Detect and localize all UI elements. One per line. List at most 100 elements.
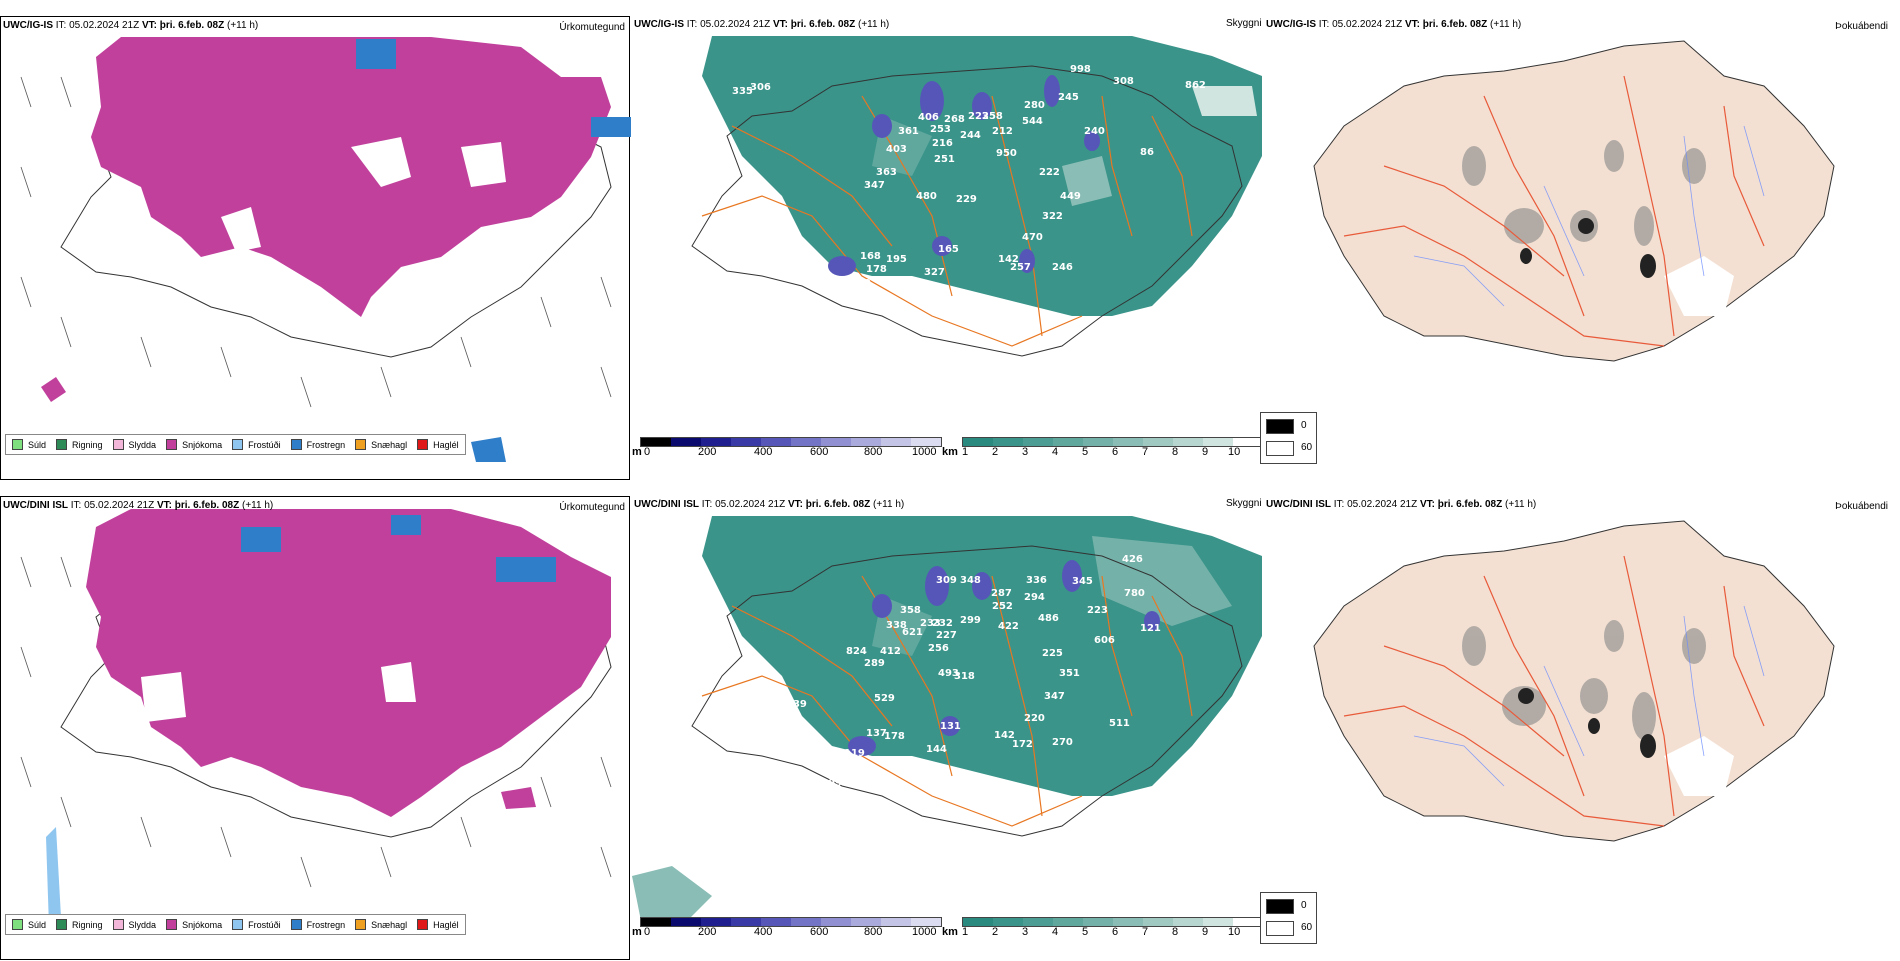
cbar-swatch bbox=[701, 918, 731, 926]
svg-text:253: 253 bbox=[930, 124, 951, 135]
svg-text:86: 86 bbox=[1140, 147, 1154, 158]
svg-text:178: 178 bbox=[866, 264, 887, 275]
legend-item: Snjókoma bbox=[166, 919, 222, 930]
cbar-swatch bbox=[641, 438, 671, 446]
cbar-swatch bbox=[1173, 918, 1203, 926]
cbar-swatch bbox=[761, 438, 791, 446]
svg-text:347: 347 bbox=[1044, 691, 1065, 702]
svg-text:244: 244 bbox=[960, 130, 981, 141]
cbar-swatch bbox=[641, 918, 671, 926]
svg-text:294: 294 bbox=[1024, 592, 1045, 603]
cbar-swatch bbox=[1233, 438, 1263, 446]
svg-text:539: 539 bbox=[786, 699, 807, 710]
precip-type-map-top bbox=[20, 37, 631, 462]
fog-label-bottom: Þokuábendi bbox=[1835, 501, 1888, 512]
svg-text:268: 268 bbox=[944, 114, 965, 125]
svg-text:287: 287 bbox=[991, 588, 1012, 599]
svg-text:240: 240 bbox=[1084, 126, 1105, 137]
cbar-swatch bbox=[911, 438, 941, 446]
cbar-swatch bbox=[881, 918, 911, 926]
svg-text:529: 529 bbox=[874, 693, 895, 704]
svg-text:327: 327 bbox=[924, 267, 945, 278]
cbar-swatch bbox=[671, 918, 701, 926]
svg-text:233: 233 bbox=[920, 618, 941, 629]
fog-key-swatch-high bbox=[1266, 419, 1294, 434]
svg-text:144: 144 bbox=[926, 744, 947, 755]
cbar-swatch bbox=[851, 438, 881, 446]
visibility-title-top: UWC/IG-IS IT: 05.02.2024 21Z VT: þri. 6.… bbox=[634, 19, 890, 30]
cbar-swatch bbox=[1173, 438, 1203, 446]
visibility-map-top: 335 306 998 308 862 406 268 361 253 223 … bbox=[691, 36, 1262, 357]
fog-key-top: 0 60 bbox=[1260, 412, 1317, 464]
svg-text:335: 335 bbox=[732, 86, 753, 97]
svg-text:222: 222 bbox=[1039, 167, 1060, 178]
svg-text:345: 345 bbox=[1072, 576, 1093, 587]
cbar-swatch bbox=[1113, 438, 1143, 446]
legend-item: Frostúði bbox=[232, 919, 281, 930]
svg-text:336: 336 bbox=[1026, 575, 1047, 586]
legend-item: Slydda bbox=[112, 919, 156, 930]
visibility-label-top: Skyggni bbox=[1226, 18, 1262, 29]
visibility-panel-top: 335 306 998 308 862 406 268 361 253 223 … bbox=[632, 16, 1264, 480]
cbar-swatch bbox=[1203, 918, 1233, 926]
svg-text:480: 480 bbox=[916, 191, 937, 202]
fog-panel-top: UWC/IG-IS IT: 05.02.2024 21Z VT: þri. 6.… bbox=[1260, 16, 1894, 480]
svg-text:220: 220 bbox=[1024, 713, 1045, 724]
svg-text:195: 195 bbox=[886, 254, 907, 265]
svg-text:998: 998 bbox=[1070, 64, 1091, 75]
svg-text:470: 470 bbox=[1022, 232, 1043, 243]
svg-text:256: 256 bbox=[928, 643, 949, 654]
svg-text:257: 257 bbox=[1010, 262, 1031, 273]
fog-map-top bbox=[1313, 40, 1835, 362]
precip-legend-bottom: Súld Rigning Slydda Snjókoma Frostúði Fr… bbox=[5, 914, 466, 935]
svg-text:309: 309 bbox=[936, 575, 957, 586]
svg-text:862: 862 bbox=[1185, 80, 1206, 91]
legend-item: Haglél bbox=[417, 439, 459, 450]
visibility-map-bottom: 426 309 348 336 345 780 358 287 294 223 … bbox=[632, 516, 1262, 926]
precip-type-panel-top: UWC/IG-IS IT: 05.02.2024 21Z VT: þri. 6.… bbox=[0, 16, 631, 480]
svg-text:119: 119 bbox=[844, 748, 865, 759]
legend-item: Rigning bbox=[56, 919, 103, 930]
svg-text:348: 348 bbox=[960, 575, 981, 586]
fog-key-bottom: 0 60 bbox=[1260, 892, 1317, 944]
svg-text:09: 09 bbox=[828, 778, 842, 789]
legend-item: Frostregn bbox=[290, 919, 345, 930]
fog-title-top: UWC/IG-IS IT: 05.02.2024 21Z VT: þri. 6.… bbox=[1266, 19, 1522, 30]
legend-item: Rigning bbox=[56, 439, 103, 450]
svg-text:426: 426 bbox=[1122, 554, 1143, 565]
svg-text:621: 621 bbox=[902, 627, 923, 638]
precip-legend-top: Súld Rigning Slydda Snjókoma Frostúði Fr… bbox=[5, 434, 466, 455]
svg-text:412: 412 bbox=[880, 646, 901, 657]
fog-label-top: Þokuábendi bbox=[1835, 21, 1888, 32]
svg-text:606: 606 bbox=[1094, 635, 1115, 646]
svg-text:225: 225 bbox=[1042, 648, 1063, 659]
cbar-swatch bbox=[791, 438, 821, 446]
svg-text:137: 137 bbox=[866, 728, 887, 739]
legend-item: Frostregn bbox=[290, 439, 345, 450]
visibility-panel-bottom: 426 309 348 336 345 780 358 287 294 223 … bbox=[632, 496, 1264, 960]
cbar-swatch bbox=[993, 918, 1023, 926]
svg-text:358: 358 bbox=[900, 605, 921, 616]
svg-text:318: 318 bbox=[954, 671, 975, 682]
svg-text:493: 493 bbox=[938, 668, 959, 679]
cbar-swatch bbox=[1083, 918, 1113, 926]
fog-title-bottom: UWC/DINI ISL IT: 05.02.2024 21Z VT: þri.… bbox=[1266, 499, 1537, 510]
svg-text:544: 544 bbox=[1022, 116, 1043, 127]
colorbar-m-top: m 0 200 400 600 800 1000 bbox=[632, 437, 942, 463]
precip-title-top: UWC/IG-IS IT: 05.02.2024 21Z VT: þri. 6.… bbox=[3, 20, 259, 31]
cbar-swatch bbox=[1023, 438, 1053, 446]
visibility-values-bottom: 426 309 348 336 345 780 358 287 294 223 … bbox=[786, 554, 1161, 789]
cbar-swatch bbox=[1083, 438, 1113, 446]
legend-item: Snæhagl bbox=[355, 439, 407, 450]
cbar-swatch bbox=[731, 438, 761, 446]
legend-item: Snjókoma bbox=[166, 439, 222, 450]
fog-panel-bottom: UWC/DINI ISL IT: 05.02.2024 21Z VT: þri.… bbox=[1260, 496, 1894, 960]
legend-item: Slydda bbox=[112, 439, 156, 450]
cbar-swatch bbox=[963, 438, 993, 446]
svg-text:131: 131 bbox=[940, 721, 961, 732]
legend-item: Súld bbox=[12, 919, 46, 930]
svg-text:322: 322 bbox=[1042, 211, 1063, 222]
cbar-swatch bbox=[963, 918, 993, 926]
